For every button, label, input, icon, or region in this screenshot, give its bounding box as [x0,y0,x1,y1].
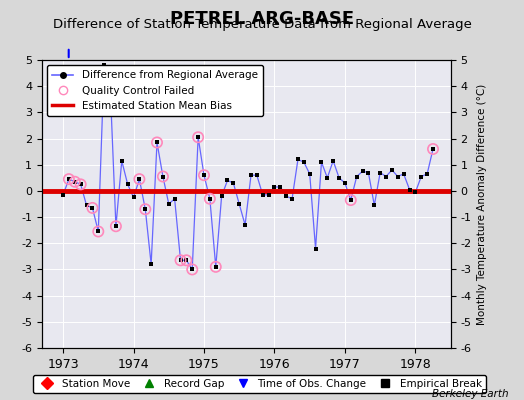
Point [229,180,237,186]
Point [270,184,279,190]
Point [188,266,196,273]
Point [376,169,385,176]
Point [106,80,114,87]
Point [276,184,285,190]
Point [194,134,202,140]
Point [305,171,314,177]
Point [94,228,103,235]
Point [177,257,185,264]
Point [59,192,67,198]
Point [311,245,320,252]
Point [223,177,232,184]
Point [88,205,96,211]
Point [71,178,79,185]
Point [217,193,226,199]
Point [294,156,302,163]
Point [153,139,161,146]
Point [159,173,167,180]
Point [358,168,367,174]
Text: Berkeley Earth: Berkeley Earth [432,389,508,399]
Point [159,173,167,180]
Point [117,158,126,164]
Point [129,194,138,201]
Point [124,181,132,188]
Point [241,222,249,228]
Point [65,176,73,182]
Point [71,178,79,185]
Point [341,180,349,186]
Point [382,173,390,180]
Point [417,173,425,180]
Point [282,193,290,199]
Point [329,158,337,164]
Point [112,223,120,230]
Point [135,176,144,182]
Point [170,196,179,202]
Point [94,228,103,235]
Point [77,181,85,188]
Point [77,181,85,188]
Point [346,197,355,203]
Point [182,257,191,264]
Point [364,169,373,176]
Point [194,134,202,140]
Point [135,176,144,182]
Point [323,175,332,181]
Text: PETREL ARG-BASE: PETREL ARG-BASE [170,10,354,28]
Point [370,202,378,208]
Point [265,192,273,198]
Point [205,196,214,202]
Point [177,257,185,264]
Point [253,172,261,178]
Point [88,205,96,211]
Point [65,176,73,182]
Point [82,202,91,208]
Point [406,186,414,193]
Point [353,173,361,180]
Legend: Difference from Regional Average, Quality Control Failed, Estimated Station Mean: Difference from Regional Average, Qualit… [47,65,263,116]
Point [247,172,255,178]
Point [165,201,173,207]
Y-axis label: Monthly Temperature Anomaly Difference (°C): Monthly Temperature Anomaly Difference (… [477,83,487,325]
Point [153,139,161,146]
Text: Difference of Station Temperature Data from Regional Average: Difference of Station Temperature Data f… [52,18,472,31]
Point [141,206,149,212]
Point [429,146,437,152]
Point [200,172,208,178]
Point [200,172,208,178]
Point [235,201,244,207]
Point [399,171,408,177]
Point [100,62,108,68]
Point [346,197,355,203]
Point [411,189,420,196]
Point [212,264,220,270]
Point [300,159,308,165]
Point [205,196,214,202]
Point [258,192,267,198]
Legend: Station Move, Record Gap, Time of Obs. Change, Empirical Break: Station Move, Record Gap, Time of Obs. C… [33,375,486,393]
Point [288,196,296,202]
Point [388,167,396,173]
Point [335,175,343,181]
Point [423,171,431,177]
Point [429,146,437,152]
Point [141,206,149,212]
Point [182,257,191,264]
Point [394,173,402,180]
Point [212,264,220,270]
Point [112,223,120,230]
Point [317,159,325,165]
Point [188,266,196,273]
Point [147,261,155,268]
